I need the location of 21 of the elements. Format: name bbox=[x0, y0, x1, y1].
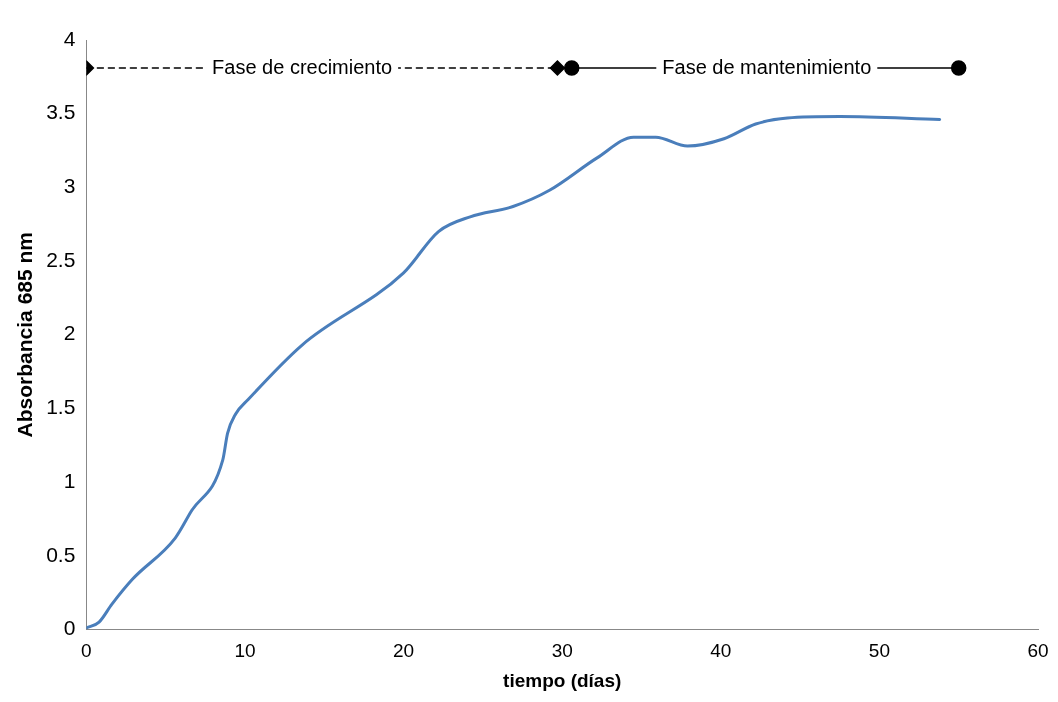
x-tick-label: 40 bbox=[710, 640, 732, 662]
annotation: Fase de crecimiento bbox=[212, 55, 393, 78]
y-tick-label: 1 bbox=[63, 468, 76, 492]
y-tick-label: 2 bbox=[63, 321, 76, 345]
y-tick-label: 0.5 bbox=[46, 542, 76, 566]
y-tick-label: 2.5 bbox=[46, 247, 76, 271]
x-axis-title: tiempo (días) bbox=[503, 669, 622, 691]
x-tick-label: 30 bbox=[551, 640, 573, 662]
x-tick-label: 0 bbox=[81, 640, 92, 662]
y-tick-label: 0 bbox=[63, 616, 76, 640]
x-tick-label: 60 bbox=[1027, 640, 1049, 662]
x-tick-label: 20 bbox=[393, 640, 415, 662]
y-tick-label: 3 bbox=[63, 174, 76, 198]
y-tick-label: 3.5 bbox=[46, 100, 76, 124]
y-tick-label: 4 bbox=[63, 26, 76, 50]
y-tick-label: 1.5 bbox=[46, 395, 76, 419]
line-series bbox=[86, 115, 942, 630]
y-axis-title: Absorbancia 685 nm bbox=[13, 232, 37, 438]
x-tick-label: 50 bbox=[868, 640, 890, 662]
annotation: Fase de mantenimiento bbox=[662, 55, 872, 78]
x-tick-label: 10 bbox=[234, 640, 256, 662]
